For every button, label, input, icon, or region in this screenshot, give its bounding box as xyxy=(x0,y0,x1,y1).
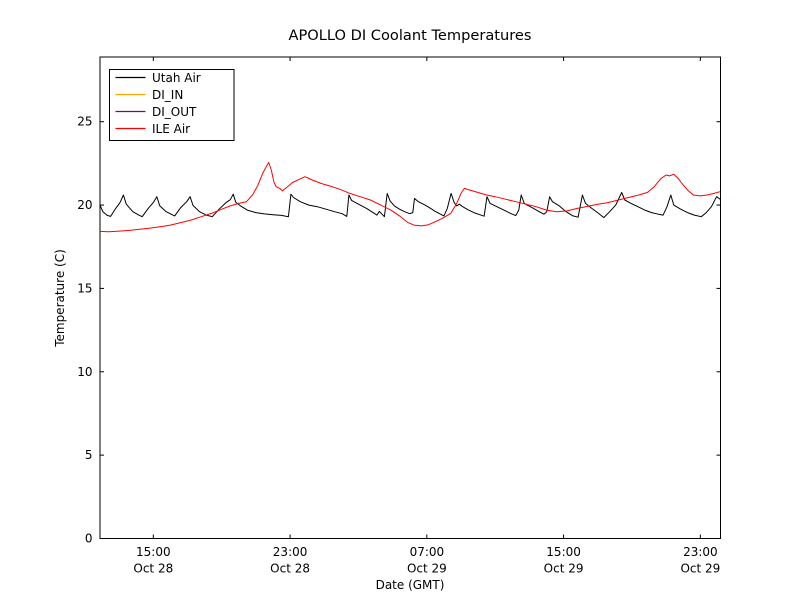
x-tick-date: Oct 28 xyxy=(133,562,173,576)
legend-label-ile-air: ILE Air xyxy=(152,122,190,136)
x-tick-time: 23:00 xyxy=(273,545,308,559)
legend: Utah Air DI_IN DI_OUT ILE Air xyxy=(109,69,235,141)
tick-marks xyxy=(100,57,721,539)
x-tick-date: Oct 29 xyxy=(544,562,584,576)
x-axis-label: Date (GMT) xyxy=(376,578,445,592)
y-tick-labels: 0 5 10 15 20 25 xyxy=(77,115,92,546)
y-tick-label: 10 xyxy=(77,365,92,379)
x-tick-time: 15:00 xyxy=(136,545,171,559)
x-tick-time: 07:00 xyxy=(410,545,445,559)
x-tick-date: Oct 28 xyxy=(270,562,310,576)
x-tick-time: 23:00 xyxy=(683,545,718,559)
x-tick-date: Oct 29 xyxy=(680,562,720,576)
legend-label-di-in: DI_IN xyxy=(152,88,183,102)
y-tick-label: 0 xyxy=(85,532,93,546)
series-line-utah-air xyxy=(99,192,721,219)
series-line-ile-air xyxy=(99,162,721,233)
y-tick-label: 15 xyxy=(77,281,92,295)
x-tick-time: 15:00 xyxy=(546,545,581,559)
x-tick-labels: 15:00 Oct 28 23:00 Oct 28 07:00 Oct 29 1… xyxy=(133,545,720,576)
y-tick-label: 25 xyxy=(77,115,92,129)
chart-title: APOLLO DI Coolant Temperatures xyxy=(288,27,531,44)
x-tick-date: Oct 29 xyxy=(407,562,447,576)
legend-label-di-out: DI_OUT xyxy=(152,105,197,119)
legend-label-utah-air: Utah Air xyxy=(152,71,201,85)
axes-frame xyxy=(99,56,721,539)
series-lines xyxy=(99,162,721,233)
y-axis-label: Temperature (C) xyxy=(53,249,67,348)
y-tick-label: 20 xyxy=(77,198,92,212)
y-tick-label: 5 xyxy=(85,448,93,462)
